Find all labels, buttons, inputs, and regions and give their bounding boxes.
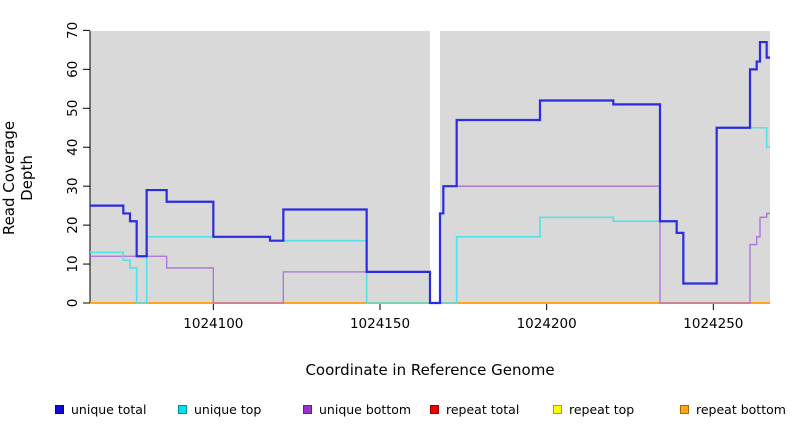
- x-tick-label: 1024100: [183, 316, 243, 332]
- legend-label: unique top: [194, 401, 262, 417]
- y-tick-label: 50: [65, 100, 81, 117]
- legend-label: repeat top: [569, 401, 635, 417]
- legend-swatch-repeat-total: [430, 404, 439, 414]
- y-tick-label: 70: [65, 22, 81, 39]
- legend-label: repeat total: [446, 401, 520, 417]
- y-tick-label: 40: [65, 139, 81, 156]
- legend-label: unique bottom: [319, 401, 412, 417]
- y-axis-title: Read Coverage Depth: [0, 120, 36, 236]
- legend-swatch-unique-top: [178, 404, 187, 414]
- x-tick-label: 1024250: [683, 316, 743, 332]
- coverage-plot: 0 10 20 30 40 50 60 70 1024100 1024150 1024200 1024…: [65, 22, 770, 332]
- legend-label: repeat bottom: [696, 401, 786, 417]
- legend-item-unique-total: unique total: [55, 400, 146, 418]
- series-unique-total: [90, 40, 770, 305]
- legend-swatch-repeat-top: [553, 404, 562, 414]
- legend-item-unique-top: unique top: [178, 400, 261, 418]
- y-tick-label: 20: [65, 217, 81, 234]
- legend-item-repeat-total: repeat total: [430, 400, 519, 418]
- x-axis-title: Coordinate in Reference Genome: [305, 361, 555, 379]
- y-tick-label: 30: [65, 178, 81, 195]
- x-tick-label: 1024150: [350, 316, 410, 332]
- gap-band: [430, 31, 440, 303]
- legend-item-unique-bottom: unique bottom: [303, 400, 411, 418]
- y-tick-label: 10: [65, 255, 81, 272]
- legend-item-repeat-bottom: repeat bottom: [680, 400, 786, 418]
- legend-swatch-unique-bottom: [303, 404, 312, 414]
- series-unique-top: [90, 235, 430, 304]
- legend-swatch-repeat-bottom: [680, 404, 689, 414]
- legend-label: unique total: [71, 401, 147, 417]
- y-tick-label: 60: [65, 61, 81, 78]
- y-tick-label: 0: [65, 299, 81, 308]
- x-tick-label: 1024200: [517, 316, 577, 332]
- legend-swatch-unique-total: [55, 404, 64, 414]
- legend: unique total unique top unique bottom repea…: [0, 400, 792, 420]
- legend-item-repeat-top: repeat top: [553, 400, 634, 418]
